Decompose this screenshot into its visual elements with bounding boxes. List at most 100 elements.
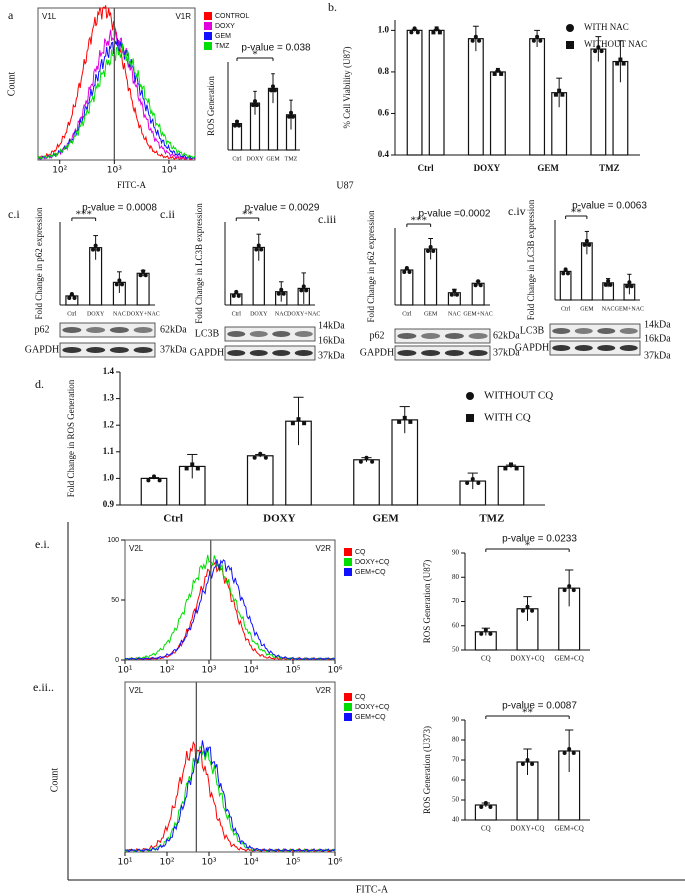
panel-label: c.ii bbox=[160, 207, 176, 221]
x-tick-label: GEM+NAC bbox=[463, 311, 492, 317]
y-tick-label: 50 bbox=[111, 597, 119, 604]
data-point bbox=[562, 588, 567, 593]
x-tick-label: DOXY bbox=[263, 513, 295, 525]
data-point bbox=[236, 123, 241, 128]
blot-band bbox=[552, 345, 571, 351]
data-point bbox=[143, 273, 148, 278]
chart-title: p-value = 0.0087 bbox=[502, 701, 577, 712]
y-tick-label: 60 bbox=[452, 776, 460, 784]
y-tick-label: 60 bbox=[452, 621, 460, 629]
data-point bbox=[234, 289, 239, 294]
data-point bbox=[520, 762, 525, 766]
y-tick-label: 90 bbox=[452, 716, 460, 724]
x-tick-label: 10⁴ bbox=[161, 166, 176, 176]
data-point bbox=[452, 288, 457, 293]
y-tick-label: 50 bbox=[452, 646, 460, 654]
data-point bbox=[478, 283, 483, 288]
data-point bbox=[426, 249, 431, 253]
significance: ** bbox=[242, 209, 253, 221]
x-tick-label: 10¹ bbox=[117, 858, 132, 868]
data-point bbox=[492, 71, 497, 76]
y-axis-label: Fold Change in p62 expression bbox=[34, 207, 44, 319]
data-point bbox=[157, 478, 162, 483]
blot-band bbox=[272, 331, 291, 337]
x-tick-label: Ctrl bbox=[402, 311, 412, 317]
blot-band bbox=[444, 333, 464, 339]
blot-band bbox=[62, 327, 82, 333]
data-point bbox=[258, 451, 263, 456]
data-point bbox=[272, 88, 277, 93]
panel-label: c.iii bbox=[318, 212, 337, 226]
data-point bbox=[593, 49, 598, 54]
data-point bbox=[141, 269, 146, 274]
x-tick-label: DOXY bbox=[250, 311, 268, 317]
x-tick-label: Ctrl bbox=[561, 306, 571, 312]
histogram-curve bbox=[124, 740, 336, 853]
data-point bbox=[477, 38, 482, 43]
data-point bbox=[538, 38, 543, 43]
histogram-curve bbox=[37, 38, 196, 160]
data-point bbox=[476, 279, 481, 284]
data-point bbox=[525, 758, 530, 762]
data-point bbox=[525, 604, 530, 609]
bar bbox=[406, 29, 423, 156]
data-point bbox=[582, 242, 587, 247]
data-point bbox=[561, 271, 566, 276]
data-point bbox=[412, 26, 417, 31]
data-point bbox=[364, 455, 369, 460]
data-point bbox=[562, 751, 567, 755]
y-axis-label: Fold Change in p62 expression bbox=[366, 210, 376, 322]
y-axis-label: Fold Change in LC3B expression bbox=[194, 203, 204, 324]
significance: *** bbox=[76, 209, 93, 221]
kda-label: 16kDa bbox=[644, 333, 671, 344]
data-point bbox=[190, 462, 195, 467]
gate-label: V2R bbox=[315, 544, 331, 553]
x-tick-label: DOXY+CQ bbox=[511, 825, 545, 833]
blot-label: GAPDH bbox=[515, 342, 549, 353]
data-point bbox=[114, 282, 119, 287]
blot-band bbox=[468, 350, 488, 356]
blot-band bbox=[597, 328, 616, 334]
x-tick-label: TMZ bbox=[599, 163, 620, 173]
x-tick-label: Ctrl bbox=[232, 156, 242, 162]
legend-swatch bbox=[344, 713, 352, 721]
x-tick-label: 10³ bbox=[107, 166, 122, 176]
blot-strip bbox=[394, 345, 491, 361]
data-point bbox=[407, 270, 412, 274]
x-tick-label: 10³ bbox=[201, 666, 216, 676]
y-tick-label: 70 bbox=[452, 597, 460, 605]
caption: U87 bbox=[336, 180, 353, 191]
data-point bbox=[290, 421, 295, 426]
data-point bbox=[402, 270, 407, 274]
y-tick-label: 100 bbox=[107, 537, 119, 544]
legend-marker bbox=[466, 392, 474, 400]
y-tick-label: 80 bbox=[452, 573, 460, 581]
legend-swatch bbox=[344, 558, 352, 566]
x-tick-label: Ctrl bbox=[163, 513, 183, 525]
y-tick-label: 1.0 bbox=[103, 472, 115, 482]
data-point bbox=[91, 247, 96, 252]
bar bbox=[559, 270, 572, 301]
legend-label: WITH CQ bbox=[484, 412, 531, 424]
data-point bbox=[281, 291, 286, 296]
bar bbox=[231, 122, 243, 151]
data-point bbox=[259, 247, 264, 252]
x-tick-label: CQ bbox=[481, 655, 491, 663]
data-point bbox=[627, 280, 632, 285]
legend-label: DOXY+CQ bbox=[355, 559, 390, 566]
blot-band bbox=[574, 345, 593, 351]
blot-label: GAPDH bbox=[25, 344, 59, 355]
blot-band bbox=[227, 331, 246, 337]
x-tick-label: 10⁶ bbox=[327, 666, 342, 676]
legend-label: GEM+CQ bbox=[355, 714, 386, 721]
x-tick-label: TMZ bbox=[285, 156, 298, 162]
legend-label: GEM+CQ bbox=[355, 569, 386, 576]
data-point bbox=[254, 247, 259, 252]
legend-label: WITHOUT NAC bbox=[584, 39, 647, 49]
legend-label: GEM bbox=[215, 33, 231, 40]
data-point bbox=[565, 271, 570, 276]
data-point bbox=[470, 38, 475, 43]
data-point bbox=[560, 92, 565, 97]
data-point bbox=[479, 805, 484, 809]
blot-band bbox=[133, 347, 153, 353]
